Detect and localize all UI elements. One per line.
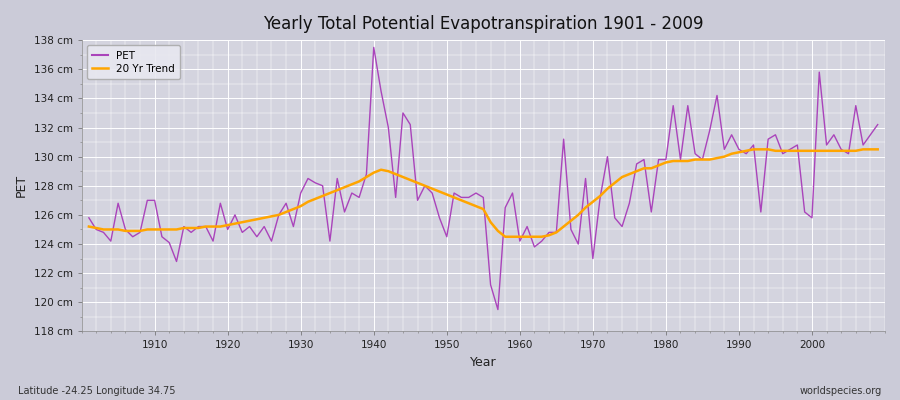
Y-axis label: PET: PET <box>15 174 28 197</box>
X-axis label: Year: Year <box>470 356 497 369</box>
Text: worldspecies.org: worldspecies.org <box>800 386 882 396</box>
Text: Latitude -24.25 Longitude 34.75: Latitude -24.25 Longitude 34.75 <box>18 386 176 396</box>
Title: Yearly Total Potential Evapotranspiration 1901 - 2009: Yearly Total Potential Evapotranspiratio… <box>263 15 704 33</box>
Legend: PET, 20 Yr Trend: PET, 20 Yr Trend <box>86 45 180 79</box>
